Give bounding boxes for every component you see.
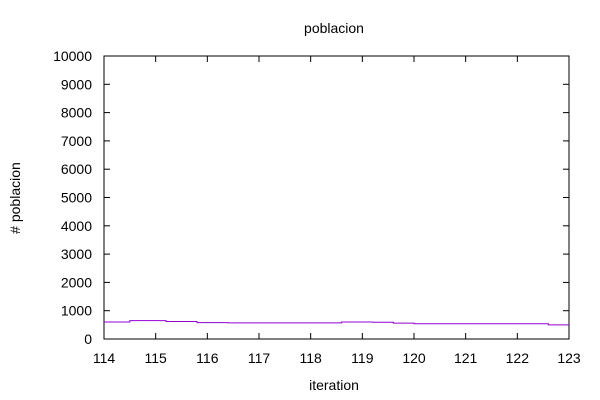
x-axis-title: iteration — [309, 377, 359, 393]
x-axis: 114 115 116 117 118 119 120 121 122 123 — [93, 56, 581, 366]
x-tick-label: 118 — [300, 350, 323, 366]
y-tick-label: 3000 — [61, 246, 92, 262]
x-tick-label: 122 — [506, 350, 530, 366]
y-tick-label: 7000 — [61, 133, 92, 149]
y-tick-label: 10000 — [53, 48, 92, 64]
x-tick-label: 120 — [402, 350, 426, 366]
chart-title: poblacion — [304, 20, 364, 36]
y-tick-label: 0 — [84, 331, 92, 347]
y-tick-label: 9000 — [61, 76, 92, 92]
y-axis: 0 1000 2000 3000 4000 5000 6000 7000 8000 9000 100… — [53, 48, 569, 347]
x-tick-label: 115 — [145, 350, 168, 366]
x-tick-label: 116 — [196, 350, 219, 366]
y-tick-label: 5000 — [61, 190, 92, 206]
x-tick-label: 119 — [351, 350, 374, 366]
x-tick-label: 117 — [248, 350, 271, 366]
x-tick-label: 114 — [93, 350, 116, 366]
y-tick-label: 2000 — [61, 274, 92, 290]
y-axis-title: # poblacion — [7, 162, 23, 234]
y-tick-label: 6000 — [61, 161, 92, 177]
plot-frame — [103, 55, 570, 340]
x-tick-label: 121 — [454, 350, 478, 366]
series-line-0 — [104, 320, 569, 326]
y-tick-label: 1000 — [61, 303, 92, 319]
x-tick-label: 123 — [557, 350, 581, 366]
series-layer — [104, 320, 569, 326]
y-tick-label: 4000 — [61, 218, 92, 234]
y-tick-label: 8000 — [61, 105, 92, 121]
